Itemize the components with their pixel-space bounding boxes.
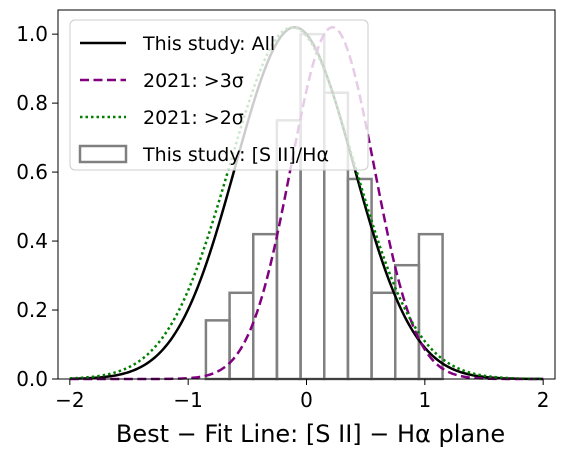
histogram-bar-1 [228, 291, 255, 381]
y-tick-label-5: 1.0 [16, 22, 48, 46]
x-tick-label-4: 2 [537, 388, 550, 412]
x-tick-label-3: 1 [418, 388, 431, 412]
histogram-bar-7 [370, 291, 397, 381]
x-axis-label: Best − Fit Line: [S II] − Hα plane [116, 420, 505, 448]
legend-label-1: 2021: >3σ [143, 70, 244, 92]
legend-box [69, 19, 369, 171]
y-tick-label-4: 0.8 [16, 91, 48, 115]
x-tick-label-2: 0 [300, 388, 313, 412]
legend-label-3: This study: [S II]/Hα [142, 144, 329, 166]
legend-swatch-3 [78, 144, 128, 164]
histogram-bar-6 [346, 177, 373, 381]
histogram-bar-2 [252, 232, 279, 381]
x-tick-label-0: −2 [55, 388, 84, 412]
y-axis: 0.0 0.2 0.4 0.6 0.8 1.0 [16, 22, 58, 391]
x-axis: −2 −1 0 1 2 [55, 379, 550, 412]
legend-label-2: 2021: >2σ [143, 107, 244, 129]
x-tick-label-1: −1 [173, 388, 202, 412]
legend-label-0: This study: All [142, 33, 275, 55]
curve-series-2 [69, 25, 544, 381]
legend: This study: All 2021: >3σ 2021: >2σ This st… [69, 19, 369, 171]
y-tick-label-2: 0.4 [16, 229, 48, 253]
y-tick-label-1: 0.2 [16, 298, 48, 322]
y-tick-label-0: 0.0 [16, 367, 48, 391]
y-tick-label-3: 0.6 [16, 160, 48, 184]
